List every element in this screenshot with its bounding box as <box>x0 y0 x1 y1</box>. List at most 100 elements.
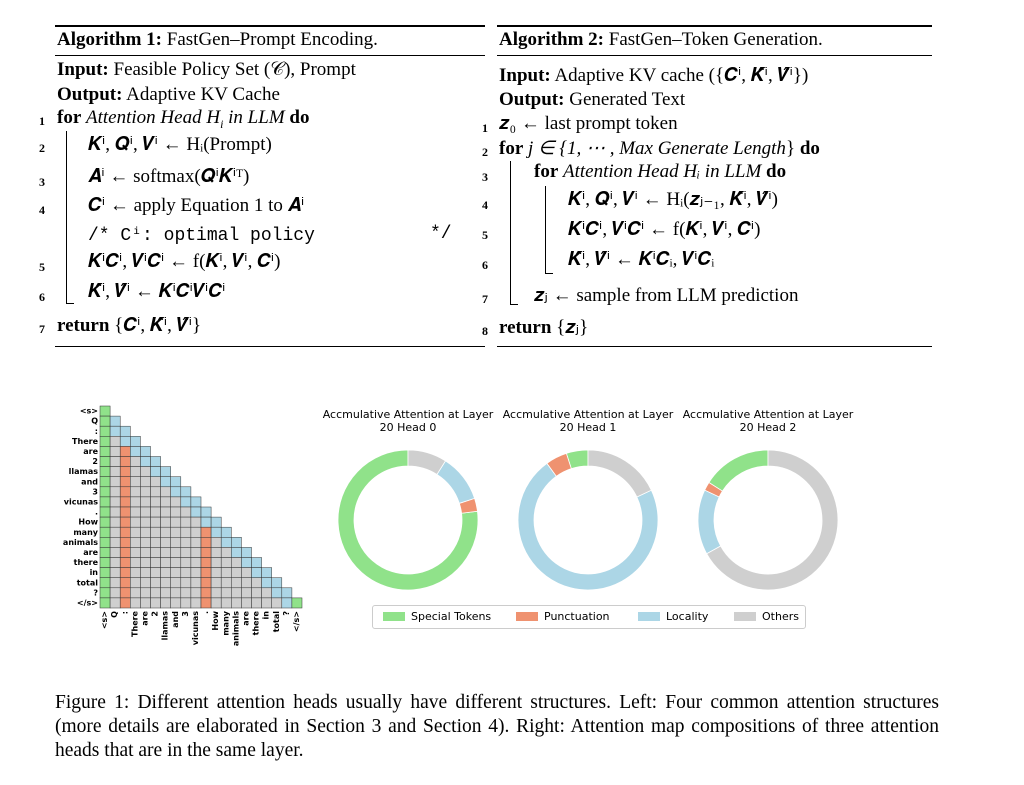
heatmap-row-label: animals <box>63 538 98 547</box>
heatmap-cell <box>200 526 212 538</box>
heatmap-col-label: are <box>140 610 149 625</box>
alg1-input: Input: Feasible Policy Set (𝒞), Prompt <box>57 59 356 80</box>
alg1-line4: 𝑪ⁱ ← apply Equation 1 to 𝑨ⁱ <box>88 195 305 216</box>
heatmap-cell <box>140 547 151 558</box>
heatmap-cell <box>130 436 141 447</box>
heatmap-cell <box>231 547 242 558</box>
heatmap-cell <box>241 547 252 558</box>
heatmap-cell <box>99 537 111 548</box>
heatmap-cell <box>109 436 121 447</box>
heatmap-cell <box>99 557 111 568</box>
donut-0-slice-locality <box>436 460 476 504</box>
heatmap-cell <box>251 587 262 599</box>
heatmap-row-label: there <box>74 558 99 567</box>
heatmap-cell <box>109 456 121 467</box>
heatmap-cell <box>99 436 111 447</box>
heatmap-cell <box>160 557 171 568</box>
heatmap-cell <box>210 557 222 568</box>
heatmap-row-label: are <box>83 548 98 557</box>
heatmap-cell <box>210 537 222 548</box>
heatmap-cell <box>99 476 111 488</box>
heatmap-cell <box>170 506 182 518</box>
heatmap-cell <box>210 577 222 589</box>
heatmap-cell <box>130 557 141 568</box>
heatmap-col-label: ? <box>282 611 291 616</box>
heatmap-cell <box>130 597 141 609</box>
heatmap-cell <box>140 577 151 589</box>
heatmap-cell <box>109 587 121 599</box>
heatmap-cell <box>160 587 171 599</box>
heatmap-cell <box>150 476 161 488</box>
heatmap-cell <box>130 547 141 558</box>
alg2-line3: for Attention Head Hᵢ in LLM do <box>534 161 787 182</box>
heatmap-cell <box>180 486 192 498</box>
heatmap-cell <box>130 516 141 528</box>
heatmap-row-label: </s> <box>77 598 98 607</box>
heatmap-cell <box>180 516 192 528</box>
heatmap-cell <box>130 537 141 548</box>
heatmap-cell <box>180 597 192 609</box>
heatmap-cell <box>160 526 171 538</box>
donut-charts <box>337 449 839 591</box>
heatmap-cell <box>170 577 182 589</box>
heatmap-cell <box>190 567 202 578</box>
heatmap-cell <box>130 446 141 457</box>
heatmap-cell <box>261 577 272 589</box>
heatmap-cell <box>140 557 151 568</box>
heatmap-cell <box>231 577 242 589</box>
alg1-line2: 𝑲ⁱ, 𝑸ⁱ, 𝑽ⁱ ← Hᵢ(Prompt) <box>88 134 272 155</box>
heatmap-cell <box>170 567 182 578</box>
heatmap-cell <box>241 557 252 568</box>
heatmap-cell <box>200 506 212 518</box>
heatmap-cell <box>160 547 171 558</box>
heatmap-cell <box>109 526 121 538</box>
heatmap-col-label: there <box>252 610 261 635</box>
donut-1-slice-locality <box>517 462 659 591</box>
donut-2-title: Accmulative Attention at Layer 20 Head 2 <box>682 408 854 434</box>
heatmap-cell <box>109 597 121 609</box>
donut-1-title: Accmulative Attention at Layer 20 Head 1 <box>502 408 674 434</box>
heatmap-cell <box>241 567 252 578</box>
legend-punct-label: Punctuation <box>544 610 610 623</box>
heatmap-cell <box>271 597 283 609</box>
heatmap-cell <box>99 587 111 599</box>
donut-1-slice-others <box>587 449 652 498</box>
heatmap-cell <box>119 506 131 518</box>
heatmap-cell <box>160 516 171 528</box>
heatmap-cell <box>170 537 182 548</box>
heatmap-cell <box>200 587 212 599</box>
heatmap-row-label: There <box>72 437 99 446</box>
heatmap-cell <box>190 587 202 599</box>
heatmap-cell <box>210 547 222 558</box>
figure-caption: Figure 1: Different attention heads usua… <box>55 692 939 761</box>
heatmap-cell <box>170 526 182 538</box>
heatmap-col-label: many <box>221 610 230 635</box>
heatmap-col-label: : <box>120 611 129 614</box>
heatmap-cell <box>150 516 161 528</box>
heatmap-cell <box>109 476 121 488</box>
heatmap-cell <box>140 476 151 488</box>
heatmap-cell <box>150 537 161 548</box>
heatmap-cell <box>220 557 232 568</box>
alg2-line5: 𝑲ⁱ𝑪ⁱ, 𝑽ⁱ𝑪ⁱ ← f(𝑲ⁱ, 𝑽ⁱ, 𝑪ⁱ) <box>568 219 761 240</box>
alg2-line2: for j ∈ {1, ⋯ , Max Generate Length} do <box>499 138 820 159</box>
heatmap-cell <box>150 567 161 578</box>
heatmap-cell <box>180 496 192 508</box>
heatmap-cell <box>220 587 232 599</box>
donut-1-slice-punct <box>546 452 572 477</box>
heatmap-row-label: . <box>95 508 98 517</box>
heatmap-cell <box>200 577 212 589</box>
heatmap-cell <box>160 506 171 518</box>
heatmap-cell <box>210 526 222 538</box>
heatmap-cell <box>190 597 202 609</box>
alg2-output: Output: Generated Text <box>499 89 686 110</box>
heatmap-cell <box>180 557 192 568</box>
heatmap-cell <box>119 425 131 437</box>
heatmap-row-label: are <box>83 447 98 456</box>
heatmap-cell <box>170 557 182 568</box>
alg1-line3: 𝑨ⁱ ← softmax(𝑸ⁱ𝑲ⁱᵀ) <box>88 166 250 187</box>
heatmap-cell <box>109 567 121 578</box>
donut-2-slice-special <box>708 449 769 492</box>
heatmap-cell <box>109 506 121 518</box>
heatmap-cell <box>130 476 141 488</box>
